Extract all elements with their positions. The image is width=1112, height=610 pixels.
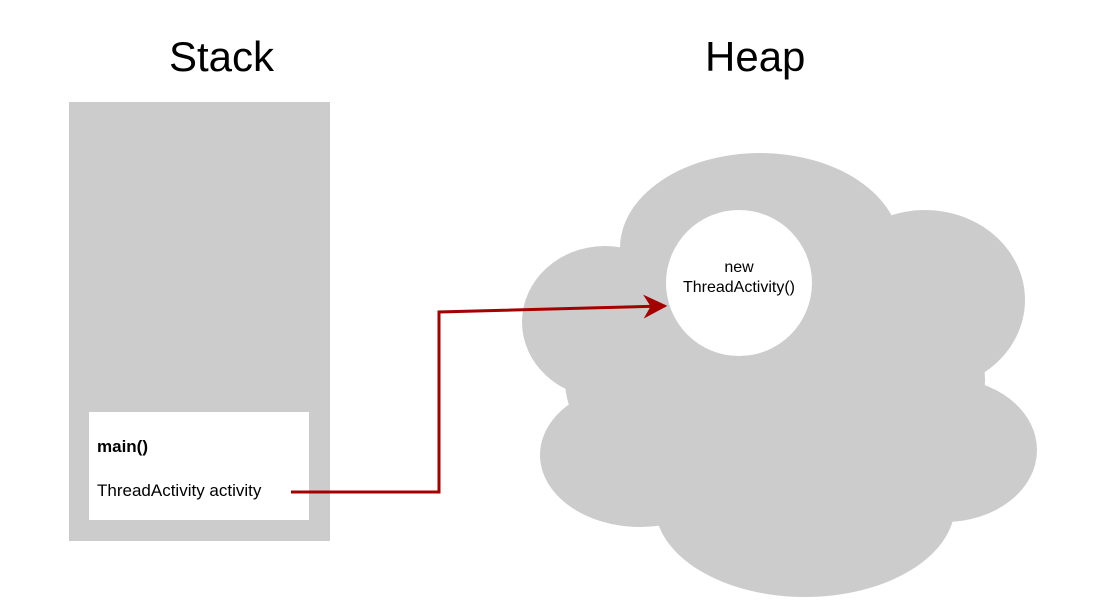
main-stack-frame [89,412,309,520]
stack-title: Stack [169,33,275,80]
stack-frame-name: main() [97,437,148,456]
heap-object-label: new ThreadActivity() [665,258,813,298]
heap-title: Heap [705,33,806,80]
reference-arrow [291,294,668,494]
heap-object-circle [666,210,812,356]
stack-frame-variable: ThreadActivity activity [97,481,262,500]
heap-cloud [522,153,1037,597]
heap-object-label-line1: new [724,259,754,276]
heap-object-label-line2: ThreadActivity() [682,279,796,296]
